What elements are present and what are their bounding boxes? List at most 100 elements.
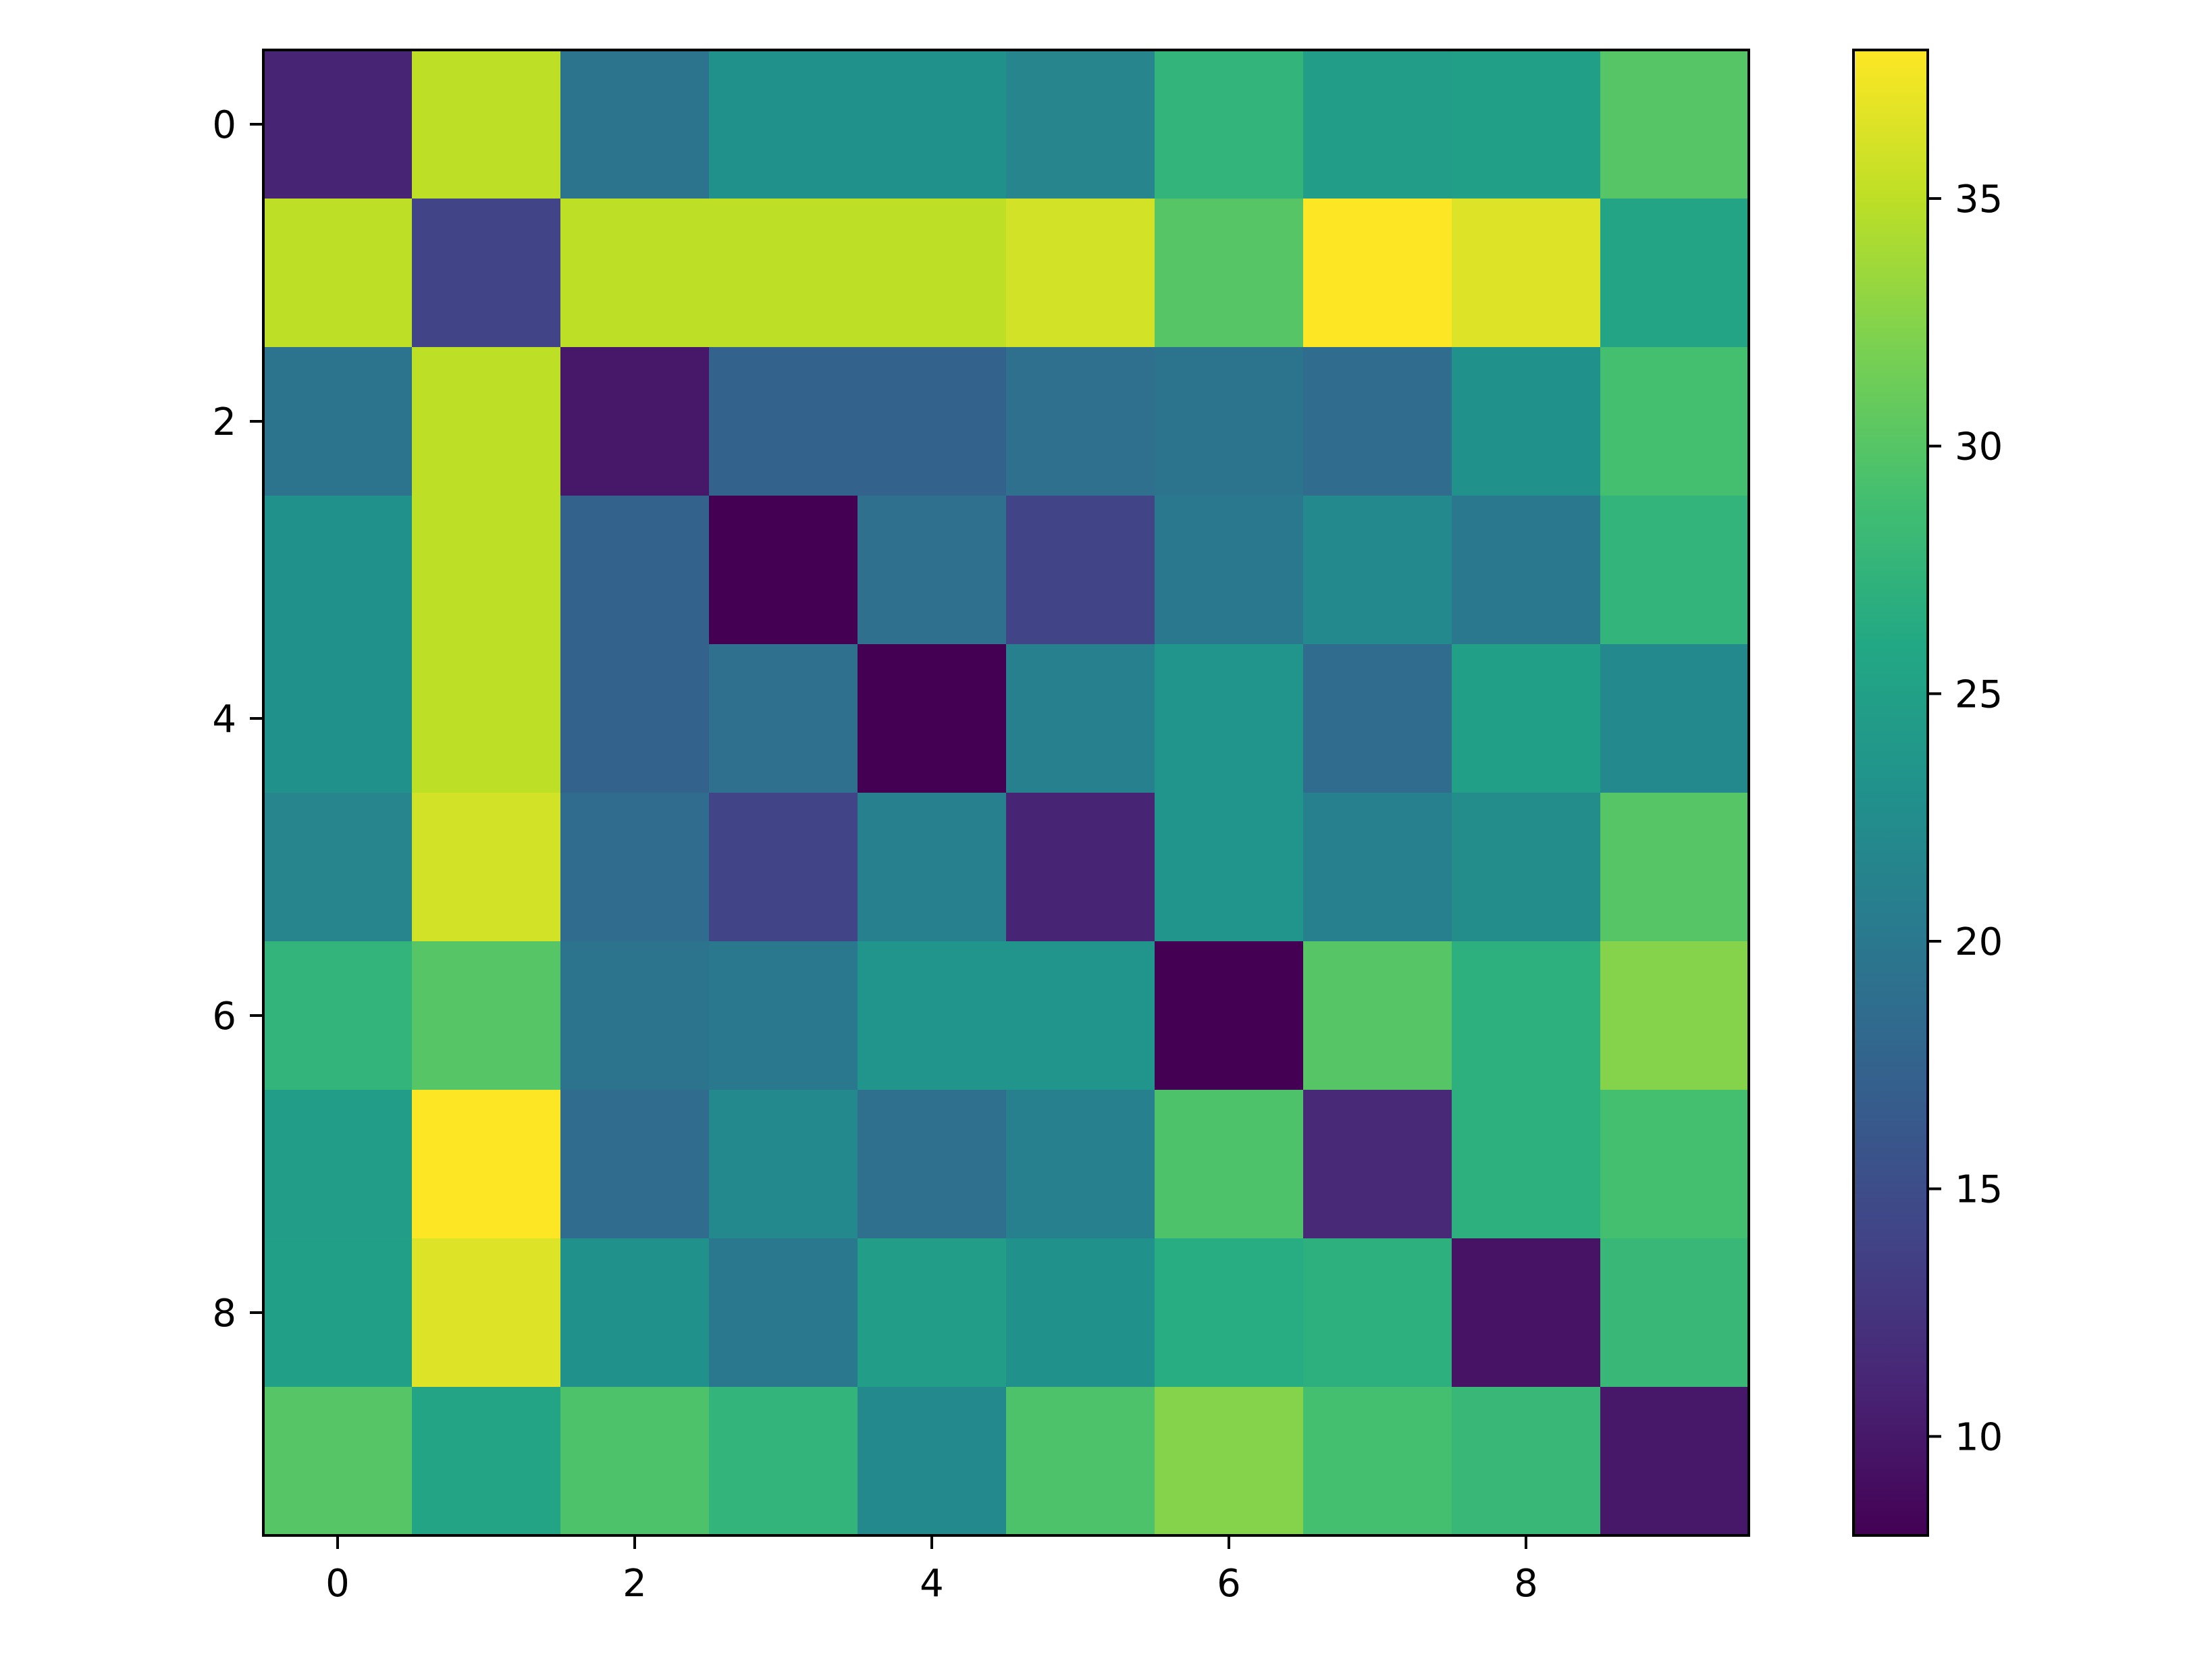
heatmap-cell [1600,496,1749,645]
heatmap-cell [1600,941,1749,1090]
heatmap-cell [709,644,858,793]
x-tick-label: 8 [1514,1562,1538,1606]
heatmap-cell [1452,496,1601,645]
colorbar-axis: 10 15 20 25 30 35 [1928,178,2003,1459]
heatmap-cell [709,347,858,496]
heatmap-cell [858,347,1007,496]
heatmap-cell [263,941,413,1090]
heatmap-cell [263,199,413,348]
heatmap-cell [560,941,710,1090]
heatmap-cell [263,644,413,793]
colorbar-frame [1852,49,1929,1537]
heatmap-cell [1006,496,1155,645]
heatmap-cell [1600,1090,1749,1239]
heatmap-cell [1600,199,1749,348]
heatmap-cell [858,793,1007,942]
heatmap-cell [709,1090,858,1239]
heatmap-cell [412,50,561,199]
heatmap-cell [560,1387,710,1536]
heatmap-cell [412,199,561,348]
heatmap-cell [1155,1090,1304,1239]
heatmap-cell [412,941,561,1090]
heatmap-cell [1303,941,1452,1090]
heatmap-cell [1006,1387,1155,1536]
heatmap-cell [1006,644,1155,793]
x-tick-label: 6 [1217,1562,1241,1606]
heatmap-cell [709,496,858,645]
heatmap-cell [1155,1238,1304,1388]
heatmap-cell [263,1387,413,1536]
colorbar-tick-label: 10 [1955,1415,2003,1459]
heatmap-cell [1155,644,1304,793]
heatmap-cell [1006,1090,1155,1239]
heatmap-cell [1303,644,1452,793]
heatmap-cell [1600,1387,1749,1536]
colorbar-tick-label: 25 [1955,673,2003,716]
y-tick-label: 2 [212,400,236,444]
heatmap-cell [858,496,1007,645]
heatmap-cell [858,1090,1007,1239]
x-tick-label: 2 [623,1562,647,1606]
colorbar-tick-label: 20 [1955,920,2003,964]
heatmap-cell [1155,347,1304,496]
heatmap-cell [560,347,710,496]
colorbar-tick-label: 15 [1955,1168,2003,1212]
heatmap-cell [1303,793,1452,942]
heatmap-cell [412,496,561,645]
heatmap-cell [1006,50,1155,199]
heatmap-cell [412,1387,561,1536]
heatmap-cell [709,199,858,348]
x-tick-label: 0 [325,1562,350,1606]
heatmap-cell [1452,347,1601,496]
heatmap-cell [412,1090,561,1239]
heatmap-cell [1452,199,1601,348]
heatmap-cell [1303,1238,1452,1388]
heatmap-cells [263,50,1749,1536]
y-tick-label: 6 [212,995,236,1038]
heatmap-cell [1600,50,1749,199]
heatmap-cell [1303,347,1452,496]
heatmap-cell [560,496,710,645]
heatmap-cell [263,1090,413,1239]
heatmap-cell [709,50,858,199]
heatmap-cell [1452,1238,1601,1388]
heatmap-cell [1155,793,1304,942]
heatmap-cell [1155,496,1304,645]
heatmap-cell [858,644,1007,793]
heatmap-cell [1600,347,1749,496]
heatmap-cell [709,941,858,1090]
heatmap-cell [1006,1238,1155,1388]
heatmap-cell [1006,347,1155,496]
y-tick-label: 4 [212,697,236,741]
heatmap-cell [412,347,561,496]
y-tick-label: 0 [212,103,236,147]
heatmap-cell [709,1387,858,1536]
heatmap-cell [560,199,710,348]
heatmap-cell [1155,199,1304,348]
colorbar-tick-label: 35 [1955,178,2003,221]
colorbar-tick-label: 30 [1955,425,2003,469]
heatmap-cell [263,793,413,942]
heatmap-cell [263,50,413,199]
y-tick-label: 8 [212,1292,236,1336]
heatmap-cell [1303,199,1452,348]
heatmap-cell [1155,50,1304,199]
colorbar [1853,50,1928,1535]
heatmap-cell [1303,1090,1452,1239]
heatmap-cell [1006,941,1155,1090]
plot-frame [262,49,1750,1537]
heatmap-cell [858,199,1007,348]
heatmap-cell [412,1238,561,1388]
heatmap-cell [1452,50,1601,199]
heatmap-cell [1303,50,1452,199]
heatmap-cell [858,1387,1007,1536]
heatmap-cell [1006,199,1155,348]
heatmap-cell [560,793,710,942]
heatmap-cell [1600,644,1749,793]
heatmap-cell [560,50,710,199]
heatmap-cell [560,644,710,793]
heatmap-cell [1155,941,1304,1090]
heatmap-cell [858,50,1007,199]
heatmap-cell [1155,1387,1304,1536]
